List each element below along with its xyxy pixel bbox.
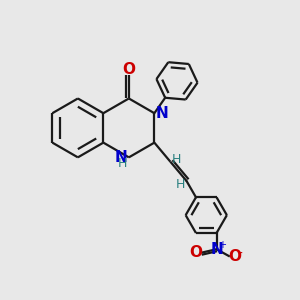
Text: N: N (210, 242, 223, 257)
Text: O: O (122, 62, 135, 77)
Text: O: O (229, 249, 242, 264)
Text: N: N (156, 106, 169, 121)
Text: H: H (176, 178, 185, 191)
Text: N: N (115, 150, 128, 165)
Text: -: - (238, 247, 243, 261)
Text: H: H (118, 157, 127, 170)
Text: +: + (218, 240, 226, 250)
Text: O: O (190, 245, 202, 260)
Text: H: H (172, 153, 182, 166)
